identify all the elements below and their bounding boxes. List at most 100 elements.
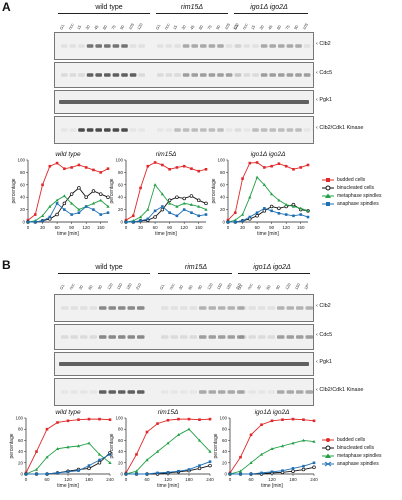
data-point [160, 207, 165, 212]
panel-letter-b: B [2, 258, 11, 272]
lane-label: 90 [275, 283, 282, 290]
data-point [76, 444, 81, 448]
blot-band [78, 44, 85, 48]
blot-band [127, 335, 135, 339]
blot-label-text: Clb2 [319, 41, 331, 47]
blot-band [189, 335, 197, 339]
x-tick-label: 0 [25, 477, 28, 482]
blot-band [191, 128, 198, 132]
data-point [239, 455, 242, 459]
data-point [77, 163, 81, 167]
data-point [306, 209, 310, 213]
data-point [302, 464, 305, 468]
lane-label: 60 [187, 283, 194, 290]
y-axis-label: percentage [213, 433, 219, 458]
blot-band [108, 390, 116, 394]
data-point [277, 162, 281, 166]
blot-band [295, 73, 302, 77]
blot-band [59, 362, 309, 366]
data-point [197, 466, 202, 471]
lane-label: 75 [206, 23, 213, 30]
data-point [161, 163, 164, 167]
y-tick-label: 40 [20, 195, 26, 200]
blot-band [89, 390, 97, 394]
blot-band [237, 390, 245, 394]
data-point [153, 161, 157, 164]
data-point [134, 469, 139, 473]
data-point [198, 464, 201, 467]
blot-band [157, 73, 164, 77]
blot-band [248, 335, 256, 339]
blot-band [127, 390, 135, 394]
blot-band [121, 44, 128, 48]
legend-item-binucleated: binucleated cells [322, 184, 381, 192]
data-point [301, 467, 306, 472]
lane-label: 90 [215, 23, 222, 30]
y-axis-label: percentage [109, 178, 115, 203]
blot-band [78, 128, 85, 132]
data-point [108, 453, 112, 456]
data-point [284, 213, 288, 216]
data-point [70, 201, 74, 205]
blot-band [89, 306, 97, 310]
blot-band [127, 306, 135, 310]
data-point [41, 183, 44, 187]
data-point [99, 213, 103, 216]
blot-band [61, 335, 69, 339]
y-tick-label: 80 [20, 170, 26, 175]
lane-label: 120 [284, 282, 292, 291]
data-point [255, 161, 259, 164]
blot-band [182, 73, 190, 77]
blot-band [138, 73, 145, 77]
data-point [249, 461, 253, 464]
data-point [306, 215, 310, 219]
legend-label: anaphase spindles [337, 201, 379, 207]
data-point [106, 195, 110, 199]
group-label-wild-type: wild type [95, 4, 123, 11]
blot-band [86, 44, 94, 48]
blot-band [305, 335, 313, 339]
blot-band [80, 390, 88, 394]
blot-band [161, 335, 169, 339]
group-underline [58, 273, 150, 274]
y-tick-label: 20 [118, 207, 124, 212]
data-point [92, 208, 95, 211]
blot-band [278, 44, 285, 48]
data-point [145, 458, 149, 462]
x-tick-label: 60 [144, 477, 150, 482]
group-label-rim15: rim15Δ [180, 4, 204, 11]
data-point [77, 207, 81, 211]
blot-label-pgk1: ‹ Pgk1 [316, 359, 332, 365]
blot-band [129, 73, 137, 77]
data-point [189, 194, 194, 198]
blot-band [112, 44, 120, 48]
data-point [177, 469, 180, 473]
blot-band [237, 306, 245, 310]
data-point [270, 209, 273, 213]
blot-band [112, 73, 120, 77]
data-point [108, 461, 112, 464]
line-chart: wild type 0 20 40 60 80 100 0 60 120 180 240 time [m… [9, 409, 114, 489]
lane-label: 90 [119, 23, 126, 30]
legend-swatch-binucleated [322, 445, 334, 451]
blot-band [234, 128, 241, 132]
blot-band [80, 335, 88, 339]
blot-band [200, 73, 207, 77]
data-point [77, 418, 80, 421]
x-tick-label: 120 [268, 477, 276, 482]
data-point [98, 417, 101, 421]
charts-panel-a: wild type 0 20 40 60 80 100 0 30 60 90 120 150 time [… [11, 151, 310, 237]
data-point [197, 204, 201, 208]
blot-band [108, 306, 116, 310]
data-point [26, 218, 30, 222]
blot-band [61, 44, 68, 48]
data-point [277, 212, 281, 215]
data-point [66, 419, 70, 423]
charts-panel-b: wild type 0 20 40 60 80 100 0 60 120 180 240 time [m… [9, 409, 318, 489]
data-point [228, 472, 232, 476]
data-point [106, 211, 110, 214]
blot-band [129, 44, 137, 48]
legend-swatch-anaphase [322, 461, 334, 467]
data-point [48, 204, 52, 208]
lane-label: 30 [180, 23, 187, 30]
